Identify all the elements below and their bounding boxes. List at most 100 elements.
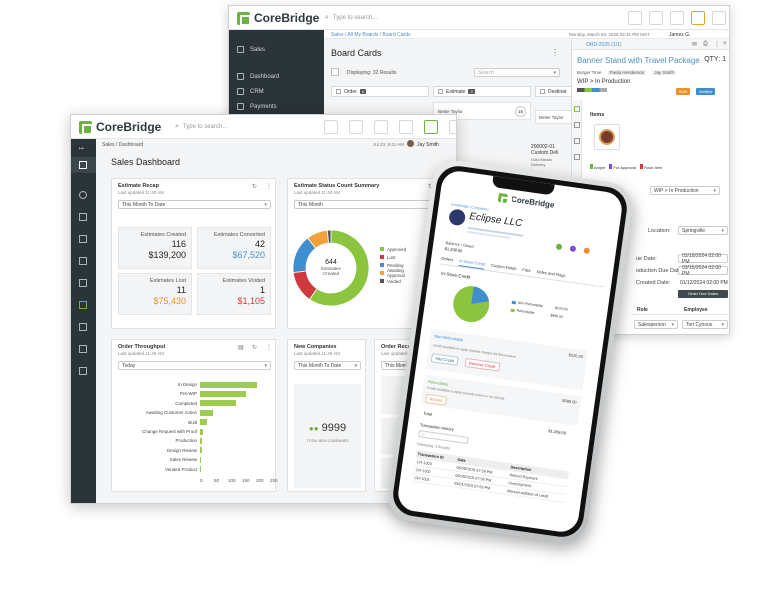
donut-slice-voided[interactable] <box>326 229 332 244</box>
board-card-detail[interactable]: 200002-01 Custom Deli Gold Medal Deliver… <box>531 144 559 167</box>
close-icon[interactable]: × <box>723 41 727 47</box>
role-select[interactable]: Salesperson ▾ <box>634 320 678 329</box>
avatar[interactable] <box>407 140 414 147</box>
sidebar-item-payments[interactable]: Payments <box>229 99 324 114</box>
checkbox[interactable] <box>540 89 545 94</box>
tab-orders[interactable]: Orders <box>440 255 454 263</box>
tab-notes-and-flags[interactable]: Notes and Flags <box>536 268 566 278</box>
bar[interactable] <box>200 409 214 416</box>
bar-row[interactable]: Sales Review <box>112 455 202 464</box>
timer-icon[interactable] <box>691 11 705 25</box>
tag-icon[interactable] <box>574 154 580 160</box>
order-id[interactable]: ORD-2025 (1/1) <box>586 42 622 48</box>
board-card[interactable]: Bettie Taylor <box>535 110 575 124</box>
refresh-icon[interactable]: ↻ <box>252 184 258 190</box>
table-icon[interactable]: ▤ <box>238 345 244 351</box>
refund-button[interactable]: Refund <box>425 393 448 406</box>
sidebar-item-sales[interactable]: Sales <box>229 42 324 57</box>
estimate-icon[interactable] <box>79 279 87 287</box>
checkbox[interactable] <box>336 89 341 94</box>
help-icon[interactable] <box>449 120 456 134</box>
bar[interactable] <box>200 456 202 463</box>
layers-icon[interactable] <box>79 235 87 243</box>
more-icon[interactable]: ⋮ <box>266 345 272 351</box>
more-icon[interactable]: ⋮ <box>551 48 559 57</box>
board-card[interactable]: Bettie Taylor 16 <box>433 102 531 120</box>
bell-icon[interactable] <box>670 11 684 25</box>
tag-rush-item[interactable]: Rush Item <box>640 164 662 170</box>
board-icon[interactable] <box>79 323 87 331</box>
item-thumbnail[interactable] <box>594 124 620 150</box>
clipboard-icon[interactable] <box>574 122 580 128</box>
history-search-input[interactable]: ⌕ <box>418 430 469 445</box>
bar[interactable] <box>200 419 207 426</box>
status-select[interactable]: WIP > In Production ▾ <box>650 186 720 195</box>
tab-in-store-credit[interactable]: In-Store Credit <box>458 258 486 270</box>
bar-row[interactable]: Completed <box>112 399 236 408</box>
sidebar-item-dashboard[interactable]: Dashboard <box>229 69 324 84</box>
board-column-order[interactable]: Order 6 <box>331 86 429 97</box>
bar-row[interactable]: Vended Product <box>112 465 201 474</box>
grid-icon[interactable] <box>628 11 642 25</box>
employee-select[interactable]: Tori Cyrious ▾ <box>682 320 728 329</box>
sidebar-item-apps[interactable] <box>71 157 96 173</box>
messages-icon[interactable] <box>649 11 663 25</box>
dashboard-icon[interactable] <box>79 191 87 199</box>
print-icon[interactable]: ⎙ <box>703 41 708 47</box>
bar-row[interactable]: Design Review <box>112 446 202 455</box>
status-summary-filter[interactable]: This Month▾ <box>294 200 448 209</box>
board-view-toggle[interactable] <box>331 68 339 76</box>
refresh-icon[interactable]: ↻ <box>252 345 258 351</box>
bar-row[interactable]: Pre-WIP <box>112 389 247 398</box>
collapse-icon[interactable]: ↦ <box>79 146 85 152</box>
kpi-estimates-voided[interactable]: Estimates Voided 1 $1,105 <box>197 273 271 315</box>
notes-icon[interactable] <box>574 138 580 144</box>
user-menu[interactable]: Jay Smith <box>417 142 439 148</box>
mail-icon[interactable]: ✉ <box>692 42 698 48</box>
bar-row[interactable]: Change Request with Proof <box>112 427 204 436</box>
bar[interactable] <box>200 400 236 407</box>
kpi-estimates-lost[interactable]: Estimates Lost 11 $75,430 <box>118 273 192 315</box>
timer-icon[interactable] <box>424 120 438 134</box>
user-menu[interactable]: James G. <box>669 32 691 38</box>
bar[interactable] <box>200 447 202 454</box>
new-companies-kpi[interactable]: ●● 9999 TOTAL NEW COMPANIES <box>294 384 361 488</box>
contacts-icon[interactable] <box>79 213 87 221</box>
grid-icon[interactable] <box>349 120 363 134</box>
remove-credit-button[interactable]: Remove Credit <box>464 357 501 372</box>
corebridge-logo[interactable]: CoreBridge <box>237 11 319 26</box>
more-icon[interactable]: ⋮ <box>714 42 720 48</box>
location-select[interactable]: Springville ▾ <box>678 226 728 235</box>
production-due-field[interactable]: 03/15/2024 02:00 PM <box>678 265 728 277</box>
order-title[interactable]: Banner Stand with Travel Package <box>577 56 700 65</box>
tab-custom-fields[interactable]: Custom Fields <box>490 262 517 272</box>
bar-row[interactable]: Built <box>112 418 207 427</box>
global-search[interactable]: ⌕ Type to search... <box>325 14 378 21</box>
reports-icon[interactable] <box>79 367 87 375</box>
kpi-estimates-converted[interactable]: Estimates Converted 42 $67,520 <box>197 227 271 269</box>
bar[interactable] <box>200 390 247 397</box>
estimate-recap-filter[interactable]: This Month To Date ▾ <box>118 200 271 209</box>
checkbox[interactable] <box>438 89 443 94</box>
bar-row[interactable]: Production <box>112 436 203 445</box>
new-companies-filter[interactable]: This Month To Date ▾ <box>294 361 361 370</box>
due-date-field[interactable]: 03/18/2024 02:00 PM <box>678 253 728 265</box>
messages-icon[interactable] <box>374 120 388 134</box>
bar[interactable] <box>200 428 204 435</box>
board-column-destination[interactable]: Destinat <box>535 86 575 97</box>
bar[interactable] <box>200 466 201 473</box>
donut-slice-approved[interactable] <box>309 229 370 307</box>
global-search[interactable]: ⌕ Type to search... <box>175 123 228 130</box>
corebridge-logo[interactable]: CoreBridge <box>497 192 555 210</box>
tag-for-approval[interactable]: For Approval <box>609 164 636 170</box>
orders-icon[interactable] <box>79 301 87 309</box>
throughput-filter[interactable]: Today ▾ <box>118 361 271 370</box>
more-icon[interactable]: ⋮ <box>266 184 272 190</box>
kpi-estimates-created[interactable]: Estimates Created 116 $139,200 <box>118 227 192 269</box>
sidebar-item-crm[interactable]: CRM <box>229 84 324 99</box>
calculator-icon[interactable] <box>79 257 87 265</box>
add-credit-button[interactable]: Add Credit <box>430 353 459 366</box>
help-icon[interactable] <box>712 11 726 25</box>
tag-ample[interactable]: Ample <box>590 164 605 170</box>
bar-row[interactable]: In Design <box>112 380 257 389</box>
